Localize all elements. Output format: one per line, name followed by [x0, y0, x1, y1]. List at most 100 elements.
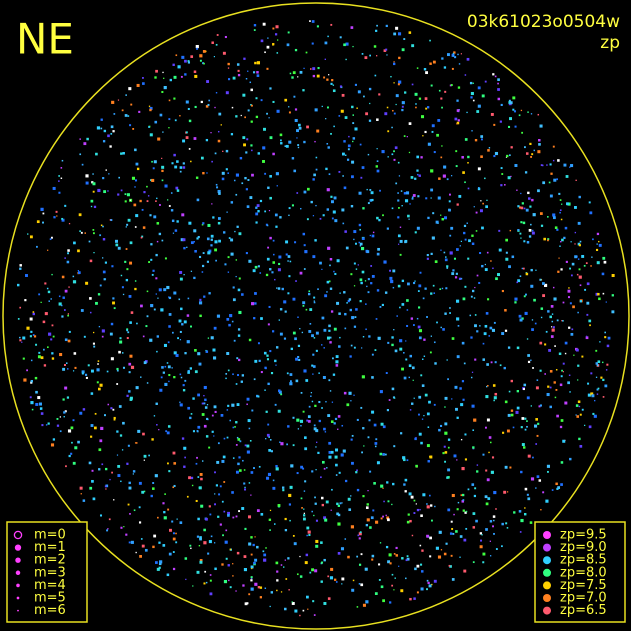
- star-dot: [42, 221, 44, 224]
- star-dot: [99, 284, 102, 287]
- star-dot: [570, 274, 573, 277]
- star-dot: [344, 538, 347, 540]
- star-dot: [196, 570, 200, 574]
- star-dot: [280, 393, 283, 396]
- star-dot: [265, 438, 267, 440]
- star-dot: [311, 364, 314, 367]
- star-dot: [354, 127, 358, 131]
- star-dot: [552, 216, 556, 220]
- star-dot: [456, 248, 459, 251]
- star-dot: [317, 451, 320, 455]
- star-dot: [117, 464, 121, 468]
- star-dot: [371, 558, 374, 561]
- star-dot: [93, 426, 97, 430]
- star-dot: [226, 317, 230, 321]
- star-dot: [241, 293, 244, 296]
- star-dot: [470, 91, 474, 96]
- star-dot: [575, 414, 577, 416]
- star-dot: [471, 404, 475, 408]
- star-dot: [455, 165, 458, 168]
- star-dot: [182, 162, 185, 165]
- star-dot: [456, 121, 460, 125]
- star-dot: [601, 272, 605, 276]
- star-dot: [528, 235, 532, 238]
- star-dot: [485, 502, 489, 506]
- star-dot: [251, 149, 253, 152]
- star-dot: [160, 308, 164, 312]
- star-dot: [146, 382, 149, 384]
- star-dot: [289, 519, 291, 522]
- star-dot: [310, 200, 313, 204]
- star-dot: [314, 502, 317, 505]
- star-dot: [215, 484, 218, 487]
- star-dot: [595, 349, 598, 352]
- star-dot: [412, 194, 416, 197]
- star-dot: [519, 275, 522, 278]
- star-dot: [387, 130, 390, 133]
- star-dot: [547, 310, 550, 313]
- star-dot: [386, 409, 389, 412]
- star-dot: [312, 215, 315, 217]
- star-dot: [110, 219, 113, 222]
- star-dot: [134, 226, 137, 228]
- star-dot: [403, 192, 407, 195]
- star-dot: [470, 336, 473, 339]
- star-dot: [341, 583, 343, 585]
- star-dot: [416, 508, 420, 512]
- star-dot: [268, 436, 270, 438]
- star-dot: [235, 259, 238, 261]
- star-dot: [367, 153, 370, 156]
- star-dot: [77, 249, 80, 253]
- star-dot: [90, 392, 94, 395]
- star-dot: [198, 301, 203, 305]
- star-dot: [107, 134, 110, 138]
- star-dot: [300, 425, 302, 427]
- star-dot: [61, 315, 64, 318]
- star-dot: [355, 308, 358, 311]
- star-dot: [602, 292, 605, 295]
- star-dot: [248, 259, 252, 263]
- star-dot: [351, 461, 354, 465]
- star-dot: [463, 224, 467, 228]
- star-dot: [197, 235, 200, 239]
- star-dot: [140, 376, 142, 378]
- star-dot: [357, 264, 359, 266]
- star-dot: [290, 464, 294, 468]
- star-dot: [451, 272, 455, 276]
- star-dot: [486, 478, 490, 482]
- star-dot: [210, 336, 214, 340]
- star-dot: [267, 186, 270, 189]
- star-dot: [547, 239, 549, 242]
- star-dot: [313, 427, 317, 431]
- star-dot: [504, 400, 508, 404]
- star-dot: [173, 375, 176, 379]
- star-dot: [302, 517, 306, 521]
- star-dot: [243, 469, 246, 471]
- star-dot: [391, 573, 394, 576]
- magnitude-legend: m=0m=1m=2m=3m=4m=5m=6: [13, 528, 66, 618]
- star-dot: [71, 441, 73, 444]
- star-dot: [494, 392, 498, 396]
- star-dot: [403, 135, 406, 137]
- star-dot: [348, 391, 352, 395]
- star-dot: [514, 125, 517, 128]
- star-dot: [577, 379, 579, 381]
- star-dot: [456, 203, 459, 206]
- star-dot: [215, 183, 218, 186]
- magnitude-label: m=0: [34, 528, 66, 543]
- star-dot: [519, 531, 522, 533]
- star-dot: [143, 454, 147, 458]
- star-dot: [70, 426, 74, 430]
- star-dot: [344, 230, 347, 233]
- star-dot: [574, 231, 577, 234]
- star-dot: [306, 526, 310, 530]
- star-dot: [304, 447, 308, 451]
- star-dot: [520, 426, 523, 429]
- star-dot: [311, 568, 315, 572]
- star-dot: [375, 438, 378, 441]
- star-dot: [325, 401, 327, 403]
- star-dot: [244, 444, 247, 447]
- star-dot: [454, 276, 458, 279]
- star-dot: [126, 337, 129, 340]
- star-dot: [570, 332, 574, 336]
